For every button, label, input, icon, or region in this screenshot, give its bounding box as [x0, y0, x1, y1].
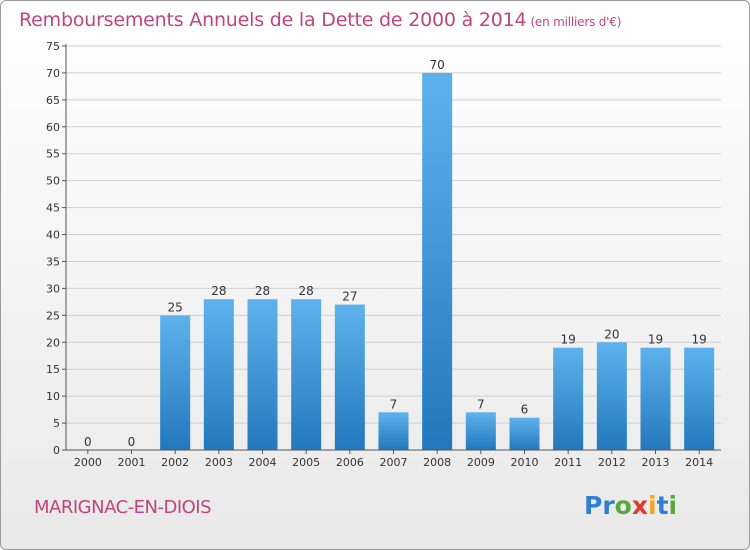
x-tick-label-2009: 2009	[467, 456, 495, 469]
data-label-2010: 6	[521, 403, 529, 417]
logo-letter: o	[614, 491, 632, 520]
y-tick-label: 20	[46, 336, 60, 349]
data-label-2001: 0	[128, 435, 136, 449]
x-tick-label-2013: 2013	[642, 456, 670, 469]
x-tick-label-2007: 2007	[380, 456, 408, 469]
bar-2014	[684, 347, 715, 450]
labels: 0 5 10 15 20 25 30 35 40 45 50 55 60 65 70 75 0 2000 0 2001…	[46, 40, 713, 469]
x-tick-label-2006: 2006	[336, 456, 364, 469]
y-tick-label: 45	[46, 202, 60, 215]
data-label-2011: 19	[561, 333, 576, 347]
y-tick-label: 30	[46, 282, 60, 295]
data-label-2009: 7	[477, 397, 485, 411]
bar-2010	[509, 417, 540, 450]
x-tick-label-2008: 2008	[423, 456, 451, 469]
data-label-2008: 70	[430, 58, 445, 72]
bars	[160, 72, 715, 450]
bar-2011	[553, 347, 584, 450]
data-label-2000: 0	[84, 435, 92, 449]
x-tick-label-2014: 2014	[685, 456, 713, 469]
y-tick-label: 55	[46, 148, 60, 161]
logo-letter: r	[602, 491, 615, 520]
bar-2007	[378, 412, 409, 450]
bar-2008	[422, 72, 453, 450]
proxiti-logo: Proxiti	[584, 491, 677, 520]
logo-letter: i	[668, 491, 678, 520]
axes	[62, 44, 721, 454]
bar-2012	[596, 342, 627, 450]
x-tick-label-2003: 2003	[205, 456, 233, 469]
x-tick-label-2012: 2012	[598, 456, 626, 469]
data-label-2014: 19	[692, 333, 707, 347]
x-tick-label-2011: 2011	[554, 456, 582, 469]
y-tick-label: 25	[46, 309, 60, 322]
logo-letter: x	[631, 491, 648, 520]
chart-title: Remboursements Annuels de la Dette de 20…	[19, 9, 622, 31]
x-tick-label-2010: 2010	[511, 456, 539, 469]
y-tick-label: 15	[46, 363, 60, 376]
x-tick-label-2002: 2002	[161, 456, 189, 469]
y-tick-label: 70	[46, 67, 60, 80]
y-tick-label: 5	[53, 417, 60, 430]
data-label-2004: 28	[255, 284, 270, 298]
y-tick-label: 10	[46, 390, 60, 403]
chart-unit: (en milliers d'€)	[530, 15, 622, 29]
bar-2005	[291, 299, 322, 450]
logo-letter: t	[656, 491, 669, 520]
bar-2009	[465, 412, 496, 450]
logo-letter: P	[584, 491, 603, 520]
data-label-2003: 28	[211, 284, 226, 298]
x-tick-label-2000: 2000	[74, 456, 102, 469]
data-label-2006: 27	[342, 290, 357, 304]
commune-name: MARIGNAC-EN-DIOIS	[34, 497, 212, 518]
x-tick-label-2005: 2005	[292, 456, 320, 469]
data-label-2012: 20	[604, 327, 619, 341]
data-label-2005: 28	[299, 284, 314, 298]
y-tick-label: 40	[46, 229, 60, 242]
y-tick-label: 0	[53, 444, 60, 457]
bar-2003	[203, 299, 234, 450]
x-tick-label-2004: 2004	[249, 456, 277, 469]
logo-letter: i	[648, 491, 657, 520]
bar-2006	[334, 304, 365, 450]
x-tick-label-2001: 2001	[118, 456, 146, 469]
y-tick-label: 75	[46, 40, 60, 53]
bar-2013	[640, 347, 671, 450]
data-label-2013: 19	[648, 333, 663, 347]
bar-2002	[160, 315, 191, 450]
y-tick-label: 65	[46, 94, 60, 107]
data-label-2007: 7	[390, 397, 398, 411]
bar-2004	[247, 299, 278, 450]
y-tick-label: 35	[46, 255, 60, 268]
y-tick-label: 60	[46, 121, 60, 134]
y-tick-label: 50	[46, 175, 60, 188]
data-label-2002: 25	[168, 300, 183, 314]
